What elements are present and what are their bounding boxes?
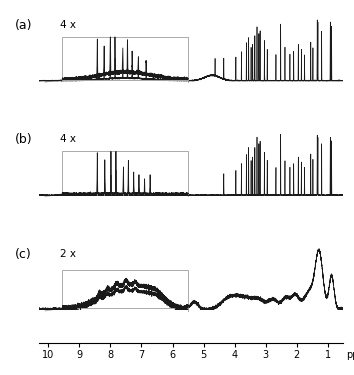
Text: 4 x: 4 x <box>60 20 76 30</box>
Bar <box>62 270 188 308</box>
Text: (a): (a) <box>15 19 32 32</box>
Text: ppm: ppm <box>347 350 354 360</box>
Text: 2 x: 2 x <box>60 249 76 258</box>
Text: (b): (b) <box>15 133 32 146</box>
Bar <box>62 152 188 194</box>
Text: 4 x: 4 x <box>60 134 76 144</box>
Text: (c): (c) <box>15 248 32 261</box>
Bar <box>62 37 188 80</box>
